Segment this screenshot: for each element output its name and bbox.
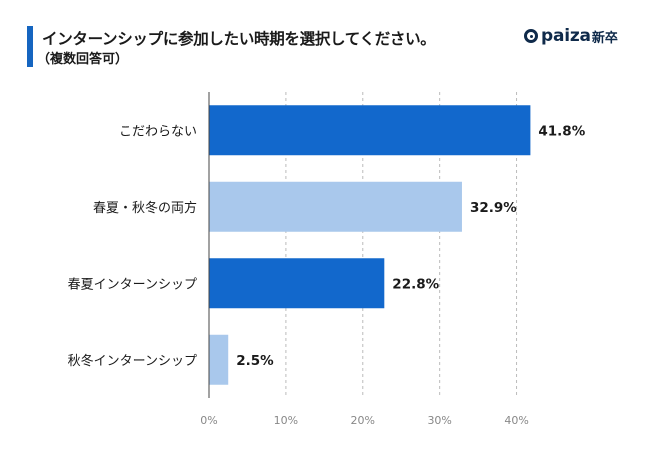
- x-tick-label: 0%: [200, 414, 217, 427]
- category-label: 春夏・秋冬の両方: [93, 200, 197, 216]
- paiza-logo-icon: [524, 29, 538, 43]
- chart-title: インターンシップに参加したい時期を選択してください。: [42, 30, 436, 48]
- bar: [209, 258, 385, 309]
- chart-subtitle: （複数回答可）: [37, 52, 129, 67]
- x-tick-label: 10%: [274, 414, 298, 427]
- value-label: 2.5%: [236, 353, 274, 369]
- labels: 0% 10% 20% 30% 40% こだわらない 41.8% 春夏・秋冬の両方 32.9% 春夏…: [68, 123, 586, 427]
- logo-sub-text: 新卒: [591, 30, 618, 46]
- bar: [209, 334, 229, 385]
- title-accent-bar: [27, 26, 33, 67]
- value-label: 41.8%: [538, 123, 585, 139]
- x-tick-label: 30%: [427, 414, 451, 427]
- bars: [209, 105, 531, 385]
- category-label: こだわらない: [119, 124, 197, 139]
- value-label: 32.9%: [470, 200, 517, 216]
- x-tick-label: 20%: [351, 414, 375, 427]
- value-label: 22.8%: [392, 276, 439, 292]
- brand-logo: paiza 新卒: [524, 26, 618, 46]
- bar: [209, 181, 462, 232]
- category-label: 春夏インターンシップ: [68, 277, 197, 292]
- bar: [209, 105, 531, 156]
- category-label: 秋冬インターンシップ: [68, 353, 197, 369]
- x-tick-label: 40%: [504, 414, 528, 427]
- logo-brand-text: paiza: [541, 26, 591, 46]
